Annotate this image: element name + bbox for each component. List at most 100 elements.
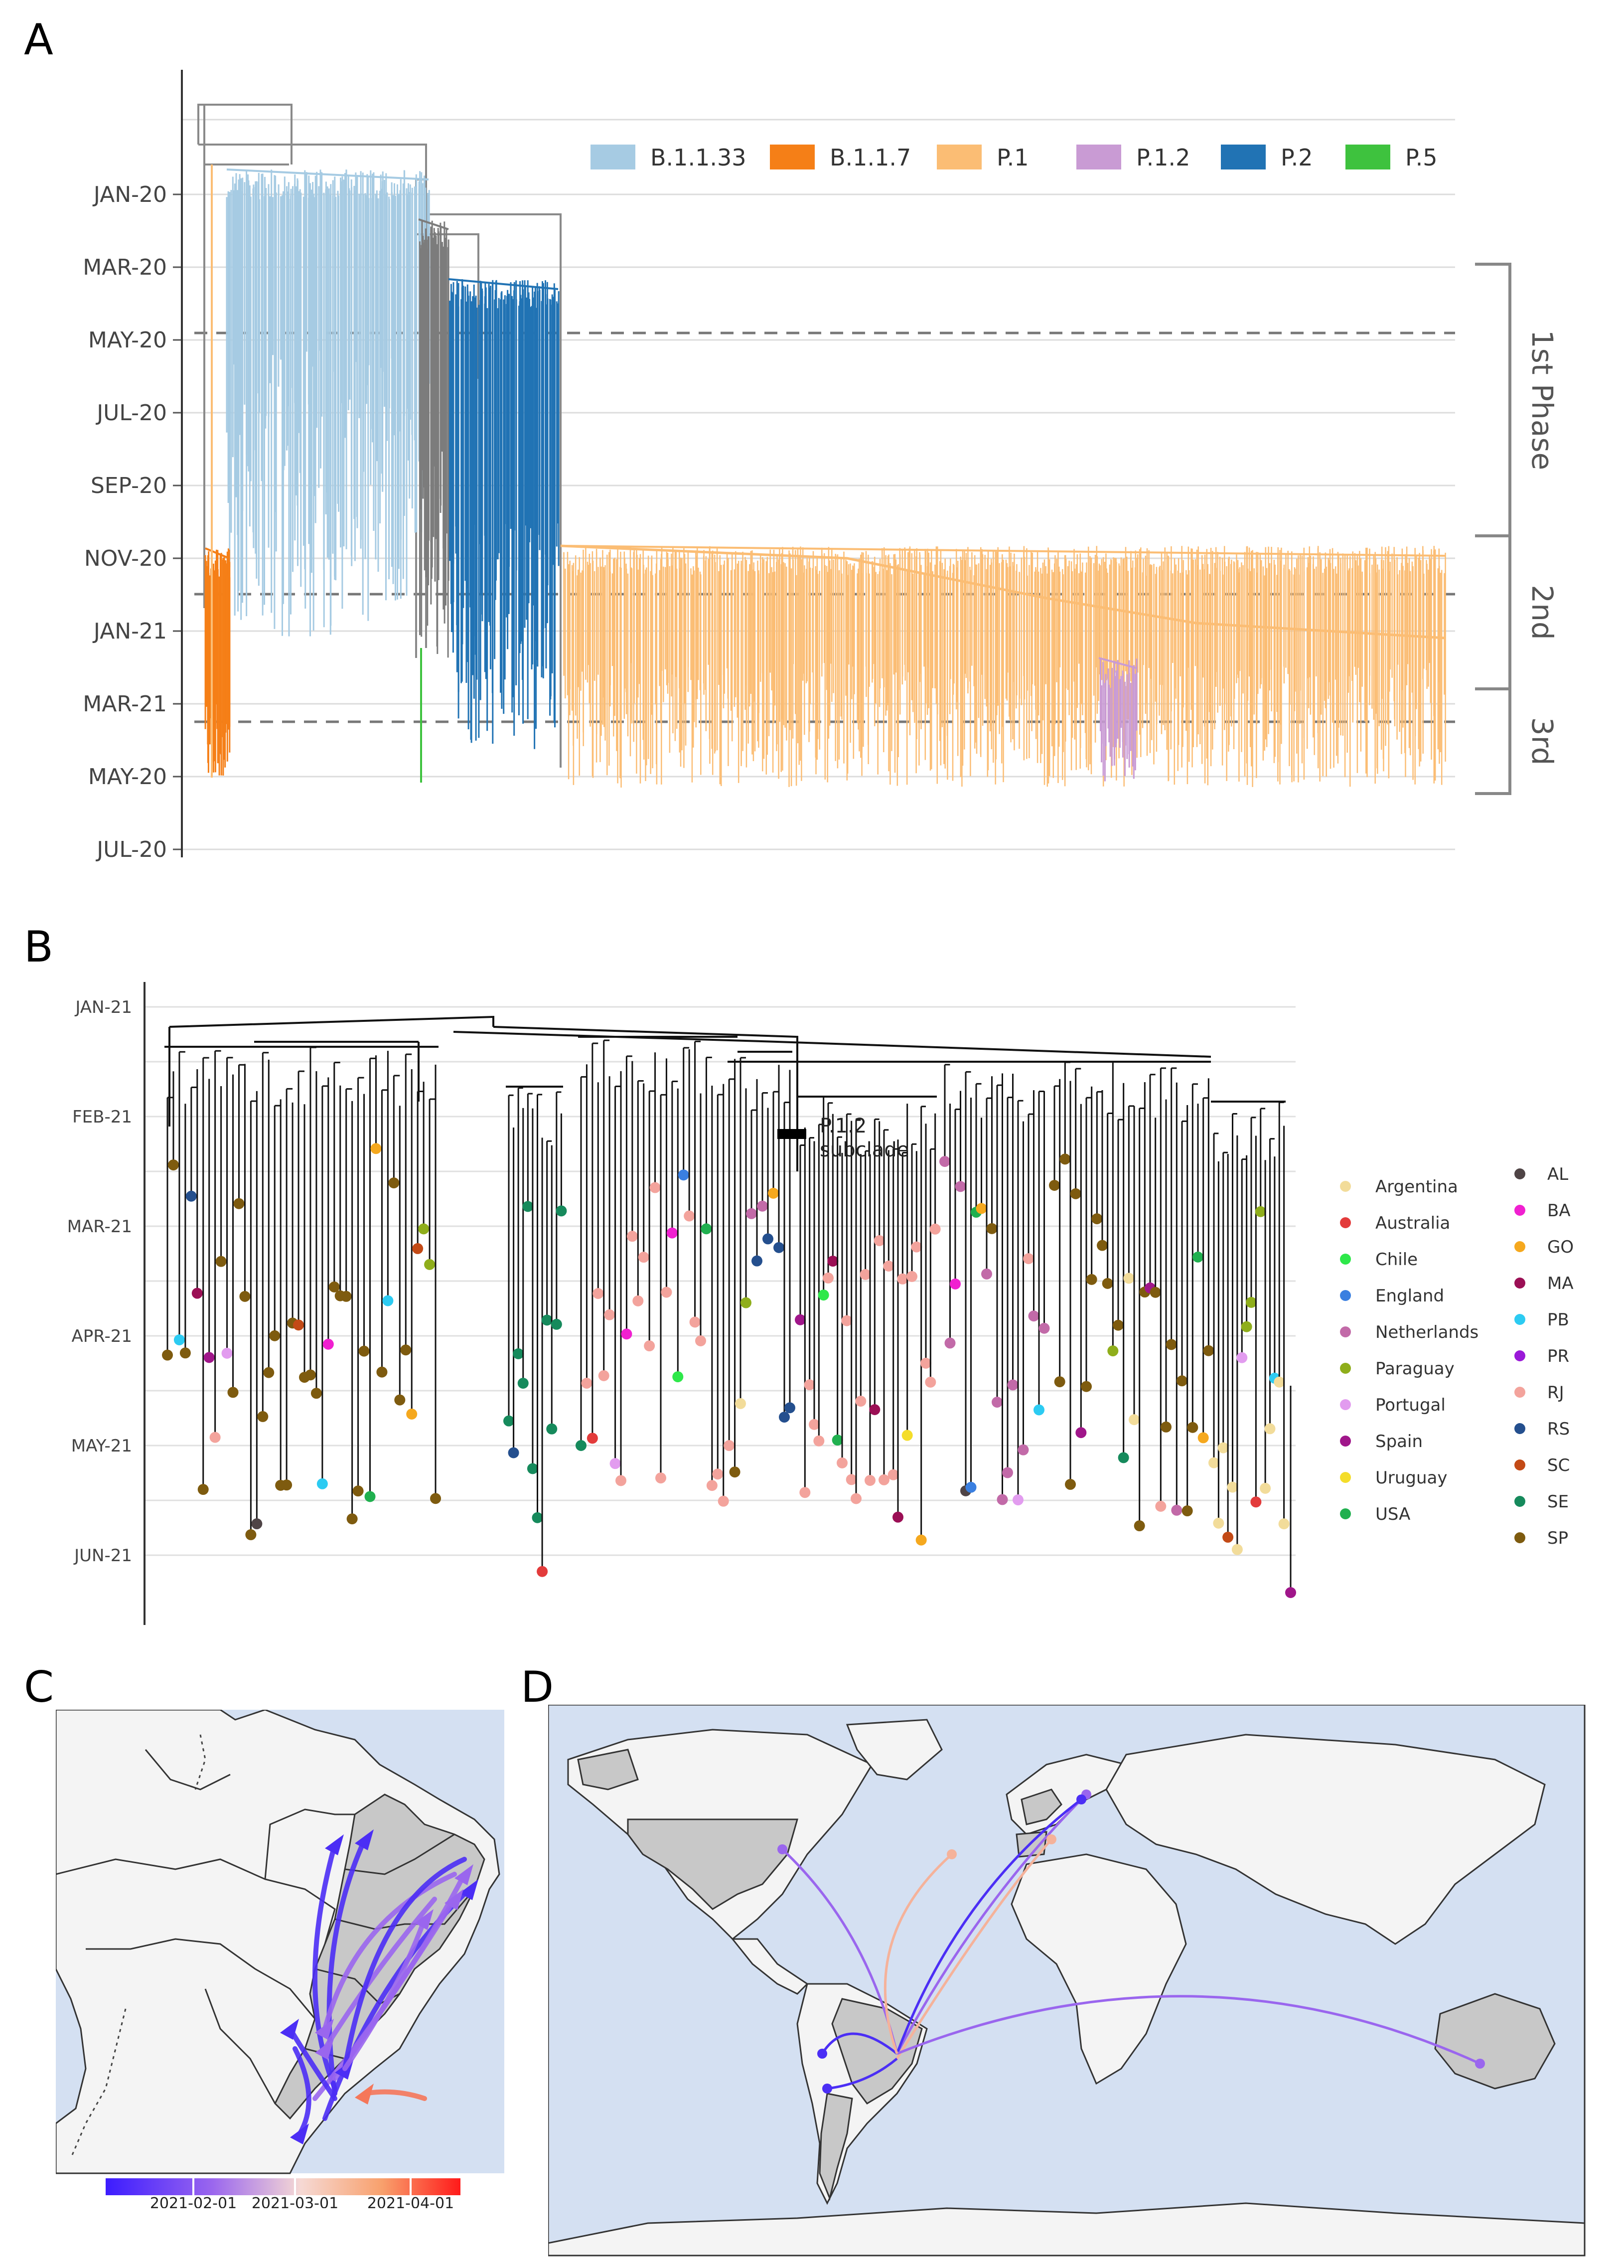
phase-label: 2nd [1525, 585, 1559, 640]
tip-point [718, 1495, 729, 1507]
phase-label: 3rd [1525, 717, 1559, 766]
tip-point [1118, 1452, 1129, 1463]
tip-point [179, 1347, 191, 1359]
tip-point [757, 1200, 768, 1212]
tip-point [1181, 1505, 1193, 1517]
legend-label: PB [1547, 1310, 1569, 1330]
tip-point [644, 1340, 655, 1352]
legend-label: Paraguay [1375, 1359, 1455, 1379]
clade-p12 [1098, 657, 1138, 782]
y-tick-label: MAY-20 [88, 327, 167, 353]
clade-stem [226, 168, 429, 180]
tip-point [328, 1281, 340, 1293]
subtree-cluster [735, 1051, 795, 1423]
tip-point [173, 1334, 185, 1346]
tip-point [712, 1468, 724, 1480]
tip-point [911, 1241, 922, 1253]
europe-highlight [1021, 1788, 1062, 1825]
tree-backbone [204, 104, 293, 164]
tip-point [695, 1335, 706, 1346]
tip-point [1038, 1322, 1050, 1334]
tip-point [1177, 1375, 1187, 1387]
clade-b1133 [226, 168, 430, 637]
tip-point [340, 1291, 352, 1302]
tip-point [1231, 1544, 1243, 1555]
tip-point [1161, 1421, 1172, 1433]
tip-point [768, 1187, 779, 1199]
tip-point [203, 1352, 215, 1363]
tip-point [358, 1345, 370, 1357]
tip-point [382, 1295, 394, 1306]
legend-swatch [1221, 145, 1266, 169]
tip-point [883, 1261, 894, 1272]
arrow-head [822, 2084, 832, 2094]
legend-label: Portugal [1375, 1395, 1446, 1415]
alaska-highlight [577, 1749, 639, 1790]
legend-dot [1340, 1472, 1351, 1483]
tip-point [784, 1402, 795, 1414]
tip-point [689, 1316, 701, 1328]
tip-point [851, 1493, 862, 1504]
legend-label: USA [1375, 1504, 1410, 1524]
tip-point [655, 1472, 666, 1484]
legend-swatch [1345, 145, 1390, 169]
legend-label: Spain [1375, 1432, 1423, 1452]
tip-point [1086, 1274, 1097, 1285]
tip-point [604, 1309, 615, 1320]
phase-bracket [1475, 534, 1511, 690]
panel-letter-d: D [521, 1662, 554, 1712]
tip-point [1213, 1517, 1224, 1529]
tip-point [587, 1433, 598, 1444]
arrow-head [415, 1909, 434, 1930]
p12-subclade-marker [777, 1129, 806, 1139]
y-tick-label: FEB-21 [72, 1107, 132, 1127]
tip-point [879, 1474, 889, 1485]
world-migration-arrow [827, 2058, 898, 2090]
tip-point [1054, 1376, 1065, 1388]
legend-label: P.1 [997, 144, 1029, 171]
migration-arrow [342, 1917, 427, 2071]
tip-point [364, 1491, 376, 1502]
tip-point [1007, 1379, 1019, 1391]
world-migration-arrow [884, 1853, 953, 2054]
y-tick-label: MAY-21 [71, 1436, 132, 1456]
asia-landmass [1105, 1734, 1546, 1945]
tip-point [592, 1288, 604, 1299]
tip-point [1065, 1478, 1076, 1490]
subtree-cluster [576, 1036, 740, 1507]
tip-point [1075, 1427, 1087, 1439]
tip-point [424, 1259, 436, 1270]
tip-point [191, 1288, 203, 1299]
tip-point [1155, 1500, 1167, 1512]
tip-point [1097, 1240, 1108, 1251]
tip-point [841, 1315, 853, 1326]
legend-label: RJ [1547, 1383, 1564, 1403]
tip-point [666, 1227, 678, 1239]
legend-dot [1340, 1254, 1351, 1265]
tip-point [1255, 1206, 1266, 1217]
tip-point [1081, 1381, 1092, 1392]
tip-point [1208, 1457, 1219, 1468]
tip-point [950, 1278, 961, 1290]
tip-point [551, 1318, 562, 1330]
migration-arrow [322, 1872, 457, 2031]
clade-stem [563, 545, 1446, 557]
tip-point [1028, 1310, 1039, 1322]
tip-point [522, 1201, 534, 1212]
clade-stem [1098, 657, 1137, 669]
tip-point [1241, 1321, 1252, 1332]
tip-point [1070, 1188, 1081, 1199]
tip-point [638, 1252, 649, 1263]
usa-highlight [627, 1818, 798, 1910]
legend-dot [1514, 1532, 1525, 1543]
phase-bracket [1475, 687, 1511, 795]
legend-dot [1514, 1423, 1525, 1434]
arrow-head [1076, 1794, 1086, 1804]
legend-dot [1340, 1363, 1351, 1374]
tip-point [751, 1255, 762, 1267]
tip-point [615, 1475, 626, 1486]
legend-dot [1514, 1168, 1525, 1179]
colorbar [106, 2178, 460, 2195]
tip-point [1260, 1482, 1271, 1494]
tip-point [1227, 1481, 1238, 1493]
